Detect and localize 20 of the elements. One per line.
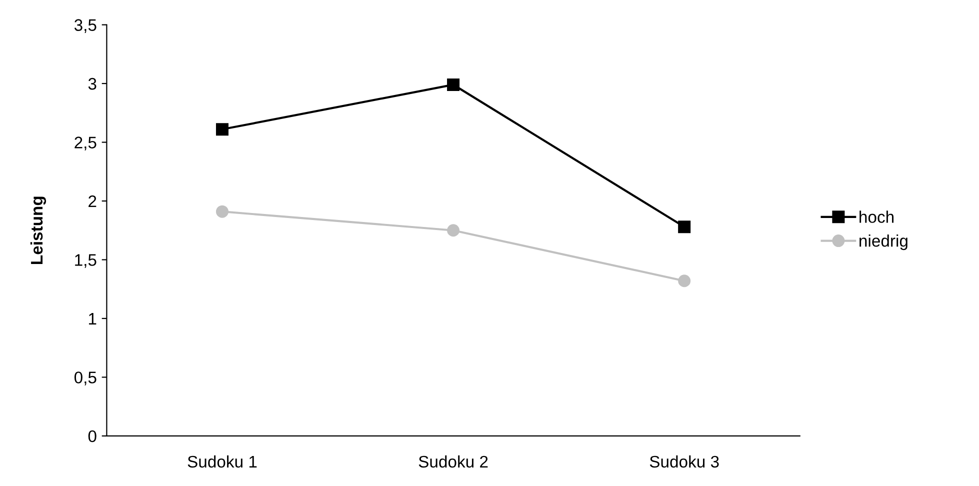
y-axis-title: Leistung [30, 196, 46, 264]
y-tick-label: 0,5 [74, 372, 96, 386]
point [447, 78, 460, 91]
y-tick-label: 3,5 [74, 19, 96, 33]
point [678, 220, 691, 234]
y-tick-label: 2,5 [74, 136, 96, 150]
x-tick-label: Sudoku 1 [188, 455, 257, 468]
y-tick-label: 0 [88, 430, 96, 442]
y-tick-label: 1 [88, 313, 96, 325]
point [447, 224, 460, 237]
point [216, 123, 228, 136]
point [216, 205, 228, 218]
legend-label: niedrig [860, 234, 908, 250]
x-tick-label: Sudoku 2 [418, 455, 488, 468]
y-tick-label: 1,5 [75, 254, 96, 268]
y-tick-label: 3 [88, 78, 96, 90]
x-tick-label: Sudoku 3 [650, 455, 719, 468]
y-tick-label: 2 [88, 195, 96, 208]
point [678, 274, 691, 288]
legend-label: hoch [860, 210, 894, 223]
